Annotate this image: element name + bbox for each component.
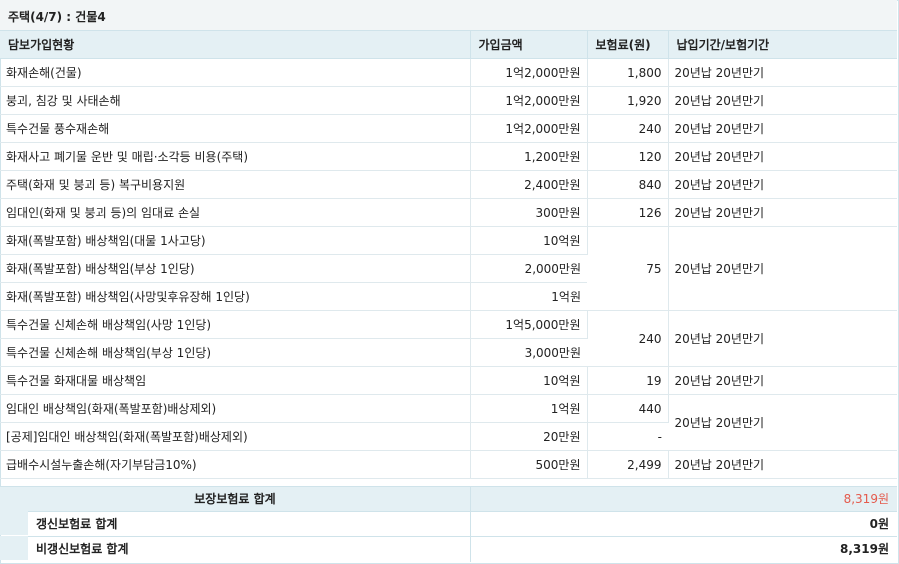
coverage-amount: 1,200만원 <box>470 142 588 171</box>
coverage-amount: 1억2,000만원 <box>470 114 588 143</box>
table-row: 특수건물 화재대물 배상책임 10억원 19 20년납 20년만기 <box>0 366 897 395</box>
coverage-amount: 1억5,000만원 <box>470 310 588 339</box>
table-row: 화재사고 폐기물 운반 및 매립·소각등 비용(주택) 1,200만원 120 … <box>0 142 897 171</box>
table-row: 특수건물 신체손해 배상책임(부상 1인당) 3,000만원 <box>0 338 897 367</box>
coverage-period: 20년납 20년만기 <box>668 114 897 143</box>
coverage-premium: 240 <box>587 310 669 367</box>
table-row: 임대인(화재 및 붕괴 등)의 임대료 손실 300만원 126 20년납 20… <box>0 198 897 227</box>
table-row: 화재(폭발포함) 배상책임(대물 1사고당) 10억원 75 20년납 20년만… <box>0 226 897 311</box>
coverage-premium: 126 <box>587 198 669 227</box>
coverage-amount: 3,000만원 <box>470 338 587 367</box>
coverage-period: 20년납 20년만기 <box>668 310 897 367</box>
renewal-premium-label: 갱신보험료 합계 <box>36 517 118 531</box>
coverage-name: 특수건물 신체손해 배상책임(부상 1인당) <box>0 338 471 367</box>
col-header-coverage: 담보가입현황 <box>0 31 471 59</box>
nonrenewal-premium-row: 비갱신보험료 합계 8,319원 <box>0 536 897 561</box>
coverage-premium: 1,800 <box>587 58 669 87</box>
coverage-premium: 2,499 <box>587 450 669 479</box>
table-row: 붕괴, 침강 및 사태손해 1억2,000만원 1,920 20년납 20년만기 <box>0 86 897 115</box>
coverage-period: 20년납 20년만기 <box>668 366 897 395</box>
coverage-amount: 300만원 <box>470 198 588 227</box>
coverage-premium: - <box>587 422 668 451</box>
section-header: 주택(4/7) : 건물4 <box>0 0 897 31</box>
coverage-name: 화재사고 폐기물 운반 및 매립·소각등 비용(주택) <box>0 142 471 171</box>
coverage-name: 특수건물 화재대물 배상책임 <box>0 366 471 395</box>
coverage-name: 붕괴, 침강 및 사태손해 <box>0 86 471 115</box>
table-row: 임대인 배상책임(화재(폭발포함)배상제외) 1억원 440 20년납 20년만… <box>0 394 897 451</box>
coverage-premium: 1,920 <box>587 86 669 115</box>
coverage-amount: 2,400만원 <box>470 170 588 199</box>
renewal-premium-value: 0원 <box>869 517 889 531</box>
coverage-amount: 20만원 <box>470 422 588 451</box>
coverage-amount: 10억원 <box>470 366 588 395</box>
coverage-table: 담보가입현황 가입금액 보험료(원) 납입기간/보험기간 화재손해(건물) 1억… <box>0 31 897 479</box>
coverage-premium: 75 <box>587 226 669 311</box>
coverage-period: 20년납 20년만기 <box>668 450 897 479</box>
coverage-premium: 120 <box>587 142 669 171</box>
coverage-amount: 10억원 <box>470 226 588 255</box>
total-premium-label: 보장보험료 합계 <box>194 492 276 506</box>
total-premium-value: 8,319원 <box>843 492 889 506</box>
coverage-amount: 1억원 <box>470 394 588 423</box>
col-header-amount: 가입금액 <box>470 31 588 59</box>
coverage-amount: 1억2,000만원 <box>470 58 588 87</box>
total-premium-row: 보장보험료 합계 8,319원 <box>0 486 897 511</box>
coverage-period: 20년납 20년만기 <box>668 58 897 87</box>
coverage-premium: 19 <box>587 366 669 395</box>
coverage-amount: 1억원 <box>470 282 587 311</box>
coverage-period: 20년납 20년만기 <box>668 86 897 115</box>
coverage-name: 화재(폭발포함) 배상책임(사망및후유장해 1인당) <box>0 282 471 311</box>
coverage-name: 급배수시설누출손해(자기부담금10%) <box>0 450 471 479</box>
coverage-period: 20년납 20년만기 <box>668 226 897 311</box>
coverage-name: 주택(화재 및 붕괴 등) 복구비용지원 <box>0 170 471 199</box>
table-row: 급배수시설누출손해(자기부담금10%) 500만원 2,499 20년납 20년… <box>0 450 897 479</box>
coverage-amount: 1억2,000만원 <box>470 86 588 115</box>
nonrenewal-premium-value: 8,319원 <box>840 542 889 556</box>
table-row: 화재(폭발포함) 배상책임(부상 1인당) 2,000만원 <box>0 254 897 283</box>
table-header-row: 담보가입현황 가입금액 보험료(원) 납입기간/보험기간 <box>0 31 897 59</box>
table-row: 화재(폭발포함) 배상책임(사망및후유장해 1인당) 1억원 <box>0 282 897 311</box>
coverage-amount: 2,000만원 <box>470 254 587 283</box>
renewal-premium-row: 갱신보험료 합계 0원 <box>0 511 897 536</box>
coverage-name: 특수건물 신체손해 배상책임(사망 1인당) <box>0 310 471 339</box>
table-row: [공제]임대인 배상책임(화재(폭발포함)배상제외) 20만원 - <box>0 422 897 451</box>
coverage-period: 20년납 20년만기 <box>668 142 897 171</box>
section-title: 주택(4/7) : 건물4 <box>8 10 106 24</box>
coverage-name: 화재(폭발포함) 배상책임(부상 1인당) <box>0 254 471 283</box>
nonrenewal-premium-label: 비갱신보험료 합계 <box>36 542 129 556</box>
col-header-period: 납입기간/보험기간 <box>668 31 897 59</box>
coverage-premium: 840 <box>587 170 669 199</box>
col-header-premium: 보험료(원) <box>587 31 669 59</box>
coverage-period: 20년납 20년만기 <box>668 170 897 199</box>
coverage-amount: 500만원 <box>470 450 588 479</box>
table-row: 특수건물 풍수재손해 1억2,000만원 240 20년납 20년만기 <box>0 114 897 143</box>
coverage-name: [공제]임대인 배상책임(화재(폭발포함)배상제외) <box>0 422 471 451</box>
summary-divider <box>470 486 471 562</box>
coverage-premium: 440 <box>587 394 669 423</box>
coverage-name: 임대인(화재 및 붕괴 등)의 임대료 손실 <box>0 198 471 227</box>
coverage-period: 20년납 20년만기 <box>668 198 897 227</box>
coverage-period: 20년납 20년만기 <box>668 394 897 451</box>
coverage-name: 화재손해(건물) <box>0 58 471 87</box>
coverage-name: 화재(폭발포함) 배상책임(대물 1사고당) <box>0 226 471 255</box>
table-row: 주택(화재 및 붕괴 등) 복구비용지원 2,400만원 840 20년납 20… <box>0 170 897 199</box>
coverage-name: 특수건물 풍수재손해 <box>0 114 471 143</box>
table-row: 특수건물 신체손해 배상책임(사망 1인당) 1억5,000만원 240 20년… <box>0 310 897 367</box>
coverage-name: 임대인 배상책임(화재(폭발포함)배상제외) <box>0 394 471 423</box>
table-row: 화재손해(건물) 1억2,000만원 1,800 20년납 20년만기 <box>0 58 897 87</box>
coverage-premium: 240 <box>587 114 669 143</box>
